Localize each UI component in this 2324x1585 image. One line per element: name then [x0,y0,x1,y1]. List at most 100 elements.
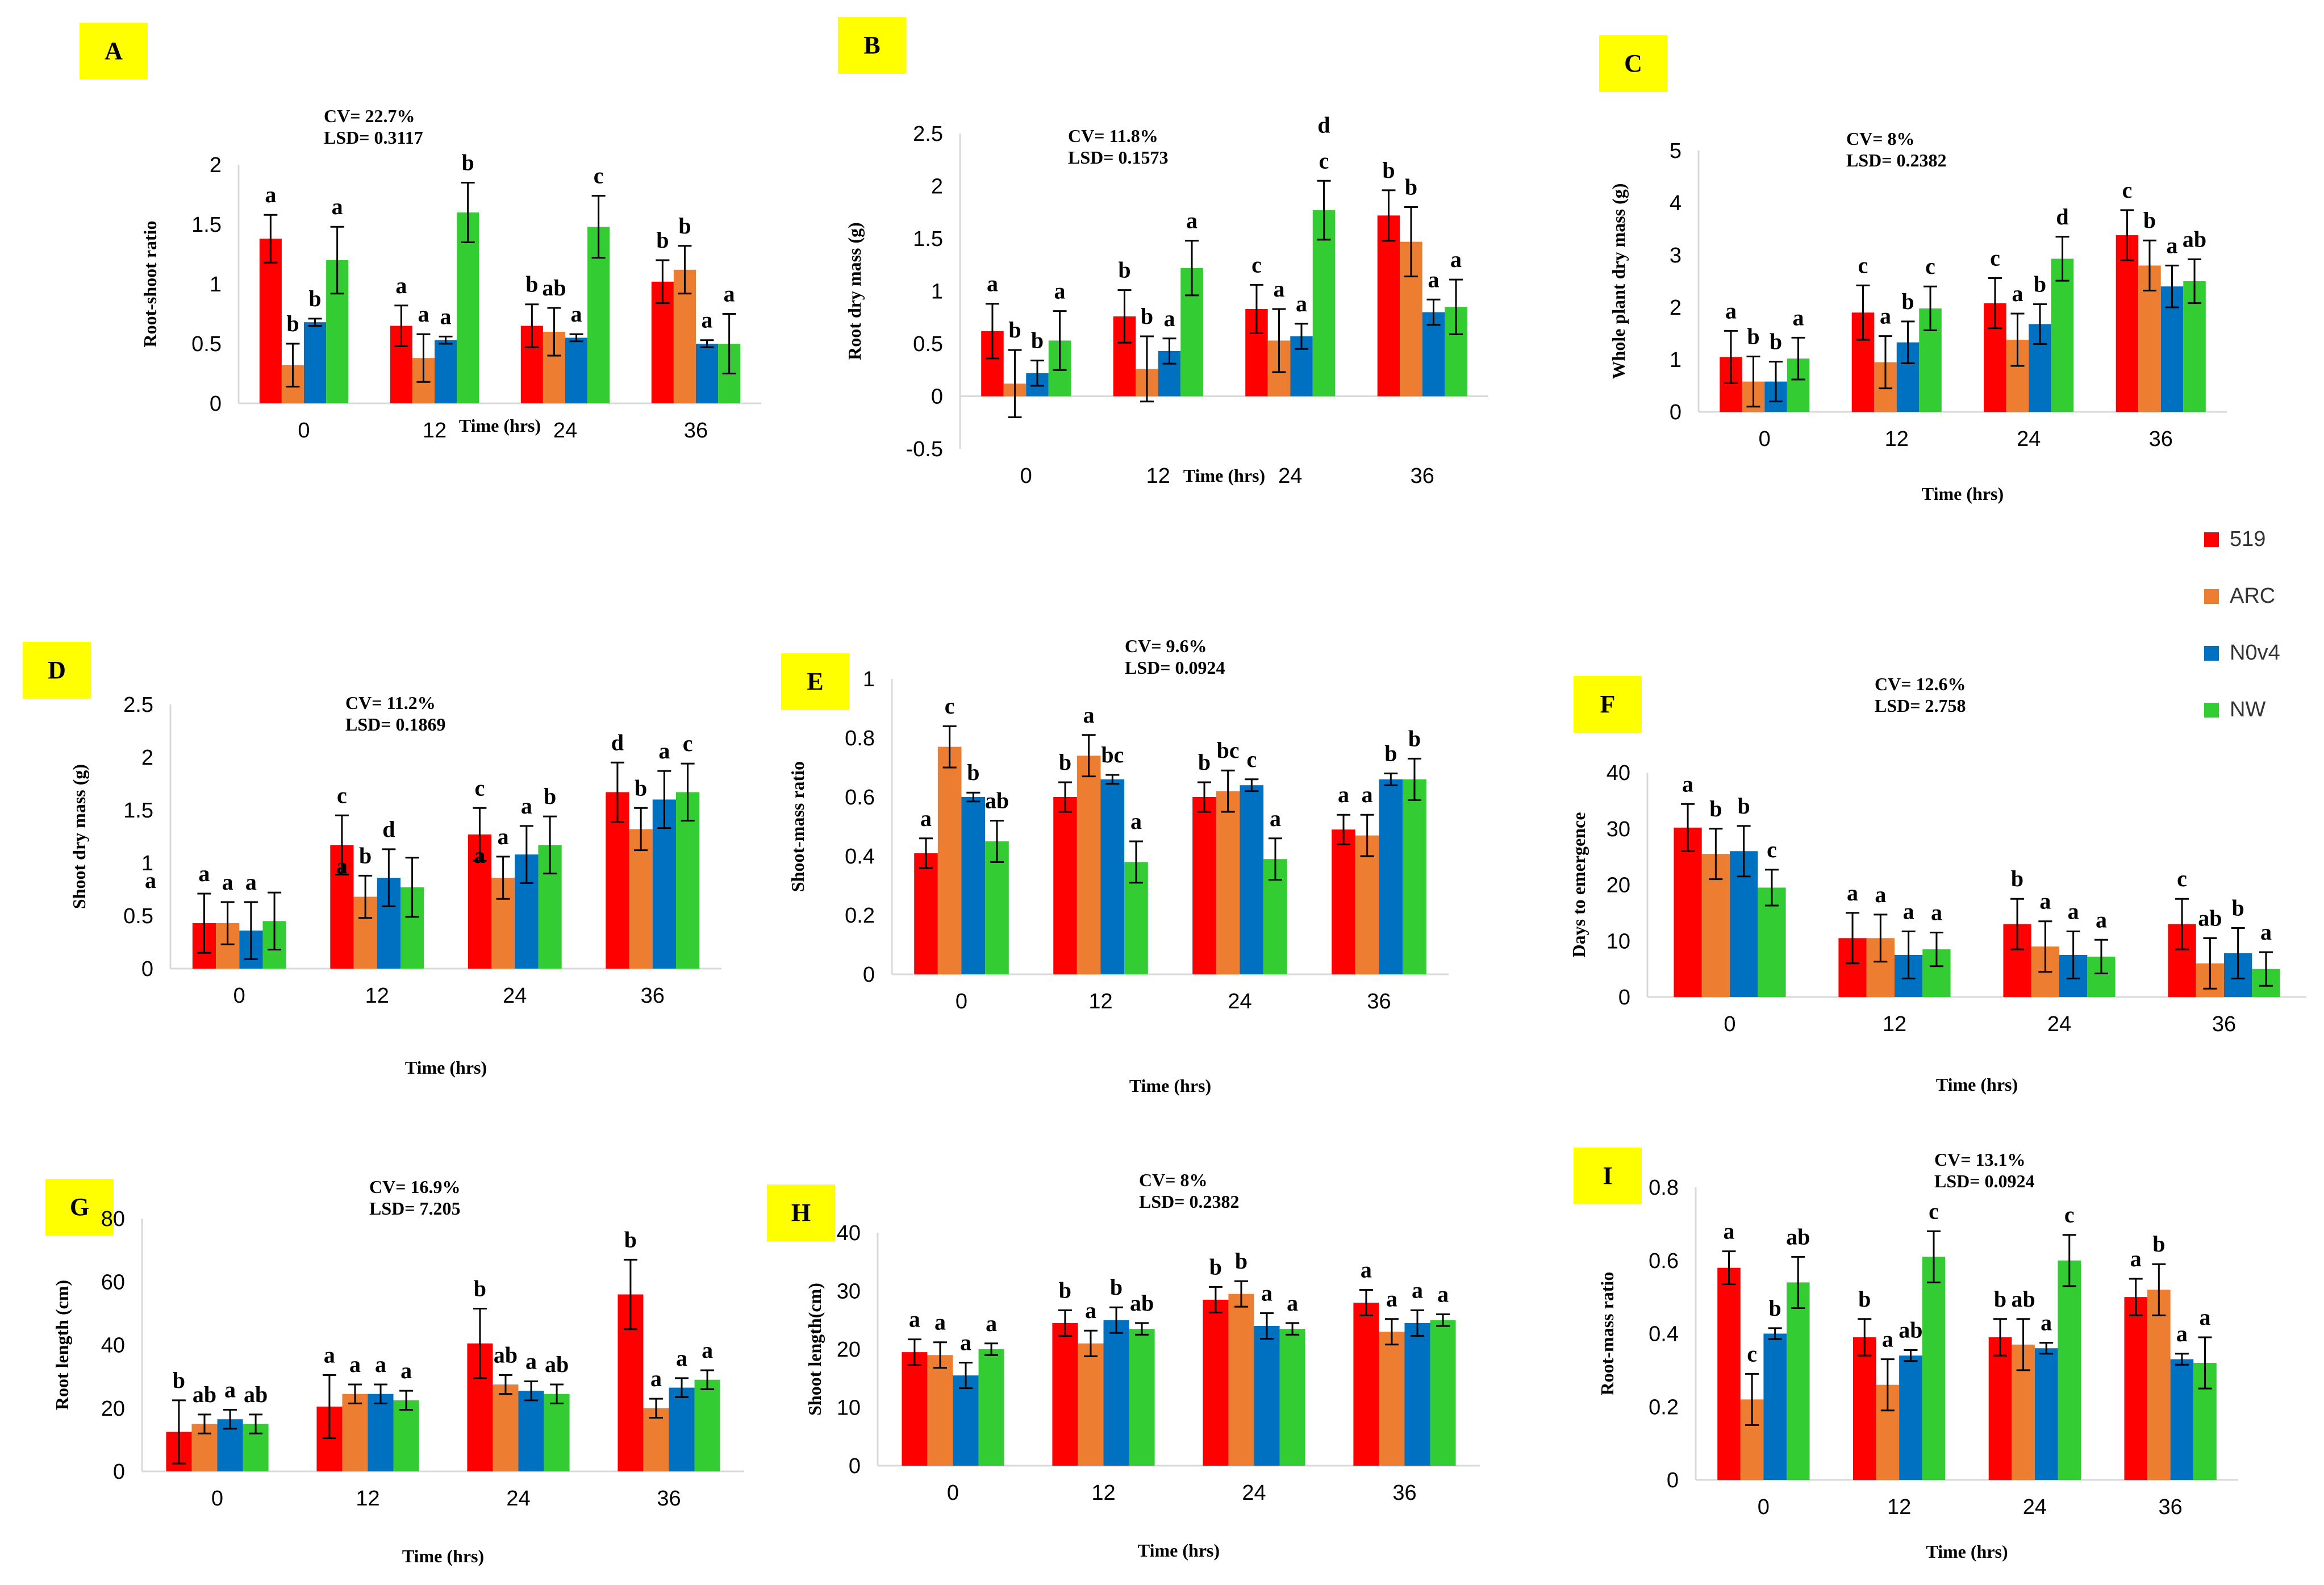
significance-letter: a [960,1330,971,1355]
bar-arc [1228,1294,1254,1466]
significance-letter: b [1408,725,1421,751]
bar-n0v4 [435,340,457,403]
x-tick-label: 36 [684,419,708,443]
legend-swatch [2204,589,2219,604]
panel-i: I CV= 13.1%LSD= 0.0924 0 0.2 0.4 0.6 0.8 Root-m… [1574,1148,2238,1562]
bar-n0v4 [304,322,327,403]
significance-letter: ab [2011,1286,2035,1312]
significance-letter: a [1682,771,1693,796]
panel-label-text: B [863,31,880,59]
significance-letter: a [986,1311,997,1336]
y-axis-title: Days to emergence [1568,812,1589,958]
x-axis-title: Time (hrs) [1183,465,1265,486]
significance-letter: b [1405,174,1417,200]
x-tick-label: 24 [1278,464,1302,488]
bar-n0v4 [1100,779,1125,974]
stats-line: CV= 16.9% [369,1177,460,1197]
bar-arc [937,746,962,974]
significance-letter: a [245,869,257,895]
significance-letter: c [2177,866,2187,891]
bar-519 [1988,1337,2012,1480]
significance-letter: a [1270,806,1281,831]
significance-letter: b [1770,329,1782,354]
y-tick-label: 0 [141,957,153,981]
x-tick-label: 0 [947,1481,959,1505]
stats-line: CV= 11.2% [345,693,436,713]
panel-label: G [45,1179,114,1236]
x-tick-label: 0 [1724,1012,1735,1036]
significance-letter: a [2041,1310,2052,1336]
bar-nw [1129,1329,1155,1466]
y-tick-label: 1 [1670,348,1682,372]
bar-519 [1203,1299,1229,1466]
x-tick-label: 24 [553,419,577,443]
bar-n0v4 [1103,1320,1129,1466]
bar-n0v4 [1422,312,1445,397]
bar-arc [1078,1343,1104,1466]
y-tick-label: 1 [931,280,943,304]
significance-letter: b [967,760,979,785]
bar-519 [1674,827,1702,997]
y-tick-label: 4 [1670,191,1682,215]
significance-letter: c [945,693,955,719]
y-tick-label: 2.5 [123,693,153,717]
significance-letter: a [145,867,156,893]
x-axis-title: Time (hrs) [1138,1540,1220,1561]
significance-letter: a [395,273,407,298]
bar-519 [1353,1303,1379,1466]
significance-letter: c [594,163,604,189]
bar-arc [927,1355,953,1466]
y-tick-label: 30 [1607,817,1630,841]
y-tick-label: -0.5 [906,437,943,461]
significance-letter: a [658,738,670,764]
significance-letter: a [1362,782,1373,807]
y-tick-label: 1.5 [913,227,943,251]
significance-letter: b [1059,1277,1071,1303]
significance-letter: a [440,303,452,329]
legend-item-arc: ARC [2204,584,2275,608]
significance-letter: b [1141,303,1153,329]
y-tick-label: 1 [210,273,222,297]
significance-letter: a [1296,291,1307,316]
y-tick-label: 0.8 [845,727,875,750]
panel-label-box [838,17,906,74]
bar-arc [629,829,653,969]
y-axis-title: Root dry mass (g) [844,222,865,360]
significance-letter: a [1880,303,1891,329]
panel-label: I [1574,1148,1642,1204]
significance-letter: a [1903,898,1914,924]
significance-letter: a [521,793,532,819]
bar-n0v4 [565,337,588,403]
bar-519 [1053,797,1077,974]
y-axis-title: Shoot length(cm) [804,1283,825,1416]
significance-letter: b [474,1276,486,1302]
significance-letter: b [1769,1295,1781,1321]
significance-letter: ab [545,1352,569,1377]
x-tick-label: 24 [503,984,527,1008]
bar-n0v4 [1254,1326,1280,1466]
significance-letter: a [920,806,932,831]
significance-letter: c [1858,252,1868,278]
panel-label-text: H [791,1199,811,1227]
x-tick-label: 12 [1091,1481,1115,1505]
significance-letter: a [324,1342,335,1367]
legend-item-nw: NW [2204,698,2265,721]
bar-arc [1077,756,1101,974]
y-tick-label: 0 [1667,1469,1679,1492]
panel-label-box [1599,35,1667,92]
legend-label: NW [2230,698,2265,721]
significance-letter: a [909,1307,920,1332]
bar-nw [675,792,700,969]
significance-letter: a [1085,1298,1096,1323]
stats-line: CV= 8% [1139,1170,1207,1190]
y-tick-label: 0.6 [1649,1249,1679,1273]
stats-line: CV= 8% [1846,128,1914,149]
bar-nw [694,1379,720,1471]
x-tick-label: 24 [506,1487,530,1511]
legend-label: ARC [2230,584,2275,608]
significance-letter: b [1008,317,1021,343]
y-tick-label: 10 [837,1396,861,1420]
significance-letter: b [525,272,538,297]
x-tick-label: 24 [1242,1481,1266,1505]
significance-letter: a [1273,276,1284,302]
